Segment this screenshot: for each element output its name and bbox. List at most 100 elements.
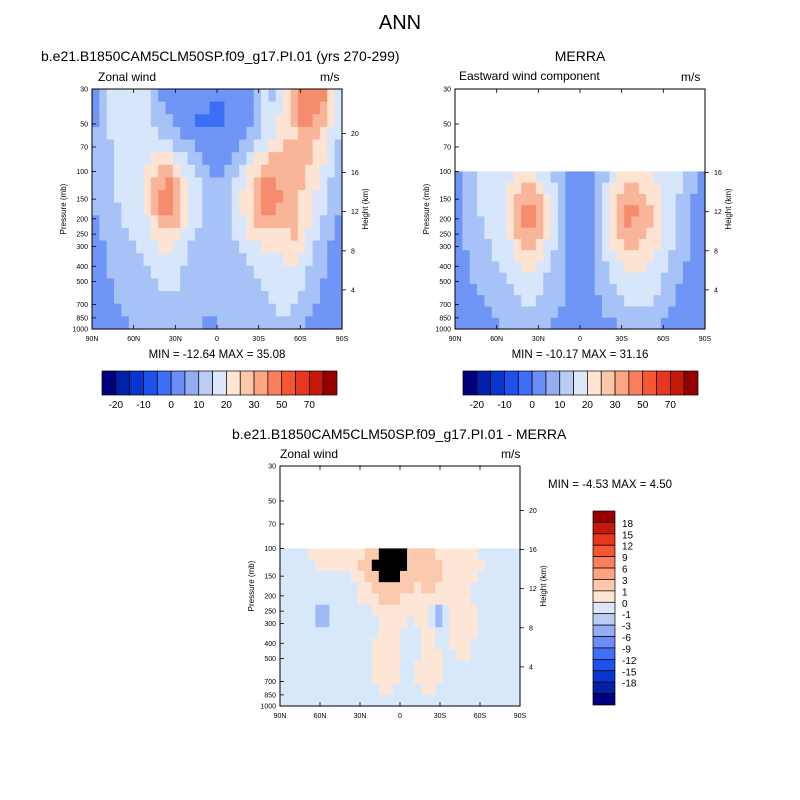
- panel2-contour-cell: [594, 272, 603, 285]
- panel3-contour-cell: [498, 627, 507, 640]
- panel2-contour-cell: [491, 283, 500, 296]
- panel1-contour-cell: [187, 227, 196, 242]
- panel3-contour-cell: [456, 649, 465, 662]
- panel3-contour-cell: [477, 570, 486, 583]
- pressure-tick-label: 1000: [260, 704, 276, 711]
- panel2-contour-cell: [543, 250, 552, 263]
- panel2-contour-cell: [646, 306, 655, 319]
- panel3-contour-cell: [463, 615, 472, 628]
- panel3-contour-cell: [287, 582, 295, 595]
- panel2-contour-cell: [580, 283, 588, 296]
- panel2-contour-cell: [477, 193, 486, 206]
- panel1-contour-cell: [114, 227, 123, 242]
- panel2-contour-cell: [528, 283, 537, 296]
- panel1-contour-cell: [253, 291, 262, 305]
- panel2-contour-cell: [477, 238, 486, 251]
- panel1-contour-cell: [202, 265, 211, 280]
- panel1-contour-cell: [290, 278, 299, 292]
- panel2-contour-cell: [697, 193, 706, 206]
- panel1-contour-cell: [246, 89, 255, 103]
- panel1-contour-cell: [217, 164, 225, 179]
- panel2-contour-cell: [682, 205, 691, 218]
- panel2-contour-cell: [616, 250, 625, 263]
- latitude-tick-label: 90N: [86, 336, 99, 343]
- panel2-contour-cell: [521, 261, 530, 274]
- panel3-contour-cell: [308, 582, 316, 595]
- panel2-contour-cell: [484, 295, 493, 308]
- panel1-contour-cell: [165, 139, 174, 153]
- panel1-contour-cell: [297, 265, 306, 280]
- pressure-tick-label: 400: [76, 264, 88, 271]
- panel2-contour-cell: [580, 216, 588, 229]
- panel1-contour-cell: [172, 139, 181, 153]
- panel1-contour-cell: [312, 114, 321, 128]
- panel1-contour-cell: [194, 278, 203, 292]
- panel1-contour-cell: [319, 152, 328, 166]
- panel2-contour-cell: [697, 205, 706, 218]
- latitude-tick-label: 30N: [169, 336, 182, 343]
- panel2-contour-cell: [660, 227, 669, 240]
- panel2-contour-cell: [469, 283, 478, 296]
- pressure-tick-label: 150: [264, 574, 276, 581]
- panel1-contour-cell: [327, 291, 336, 305]
- panel1-units-label: m/s: [320, 70, 340, 84]
- panel3-contour-cell: [442, 615, 451, 628]
- panel2-contour-cell: [484, 216, 493, 229]
- panel1-contour-cell: [99, 227, 108, 242]
- panel3-contour-cell: [371, 615, 380, 628]
- colorbar1-swatch: [322, 370, 338, 396]
- panel1-contour-cell: [172, 190, 181, 204]
- panel1-contour-cell: [158, 227, 167, 242]
- panel2-contour-cell: [484, 182, 493, 195]
- panel1-contour-cell: [290, 291, 299, 305]
- panel2-contour-cell: [638, 317, 647, 330]
- panel1-contour-cell: [136, 101, 145, 115]
- latitude-tick-label: 0: [398, 713, 402, 720]
- panel1-contour-cell: [305, 303, 314, 317]
- latitude-tick-label: 90S: [336, 336, 349, 343]
- panel1-contour-cell: [143, 291, 152, 305]
- panel1-contour-cell: [202, 253, 211, 267]
- panel2-contour-cell: [543, 227, 552, 240]
- panel3-contour-cell: [364, 615, 373, 628]
- panel2-contour-cell: [660, 261, 669, 274]
- panel1-contour-cell: [275, 114, 284, 128]
- panel2-contour-cell: [580, 317, 588, 330]
- colorbar1-label: 20: [221, 400, 233, 411]
- panel1-contour-cell: [165, 291, 174, 305]
- panel2-contour-cell: [455, 238, 463, 251]
- panel2-contour-cell: [697, 171, 706, 184]
- panel1-contour-cell: [305, 240, 314, 254]
- panel3-contour-cell: [280, 694, 288, 707]
- panel1-contour-cell: [150, 190, 159, 204]
- panel3-contour-cell: [301, 672, 309, 685]
- panel1-contour-cell: [334, 227, 343, 242]
- panel3-contour-cell: [280, 604, 288, 617]
- panel3-contour-cell: [392, 615, 401, 628]
- panel3-contour-cell: [294, 582, 302, 595]
- panel3-contour-cell: [449, 615, 458, 628]
- panel2-contour-cell: [587, 317, 596, 330]
- panel1-contour-cell: [224, 316, 233, 330]
- panel3-contour-cell: [477, 683, 486, 696]
- panel2-contour-cell: [646, 250, 655, 263]
- panel2-contour-cell: [513, 227, 522, 240]
- panel2-contour-cell: [513, 171, 522, 184]
- panel3-contour-cell: [280, 627, 288, 640]
- panel2-contour-cell: [594, 227, 603, 240]
- panel3-contour-cell: [491, 694, 500, 707]
- panel1-contour-cell: [180, 291, 189, 305]
- panel3-contour-cell: [350, 660, 359, 673]
- panel3-contour-cell: [385, 672, 394, 685]
- panel1-contour-cell: [217, 227, 225, 242]
- panel3-contour-cell: [385, 694, 394, 707]
- panel3-contour-cell: [442, 694, 451, 707]
- panel3-contour-cell: [343, 615, 352, 628]
- panel2-contour-cell: [477, 227, 486, 240]
- panel1-contour-cell: [319, 253, 328, 267]
- panel1-contour-cell: [121, 164, 130, 179]
- diff-colorbar-swatch: [592, 544, 616, 557]
- panel1-contour-cell: [99, 215, 108, 229]
- panel3-contour-cell: [294, 638, 302, 651]
- diff-colorbar-swatch: [592, 693, 616, 706]
